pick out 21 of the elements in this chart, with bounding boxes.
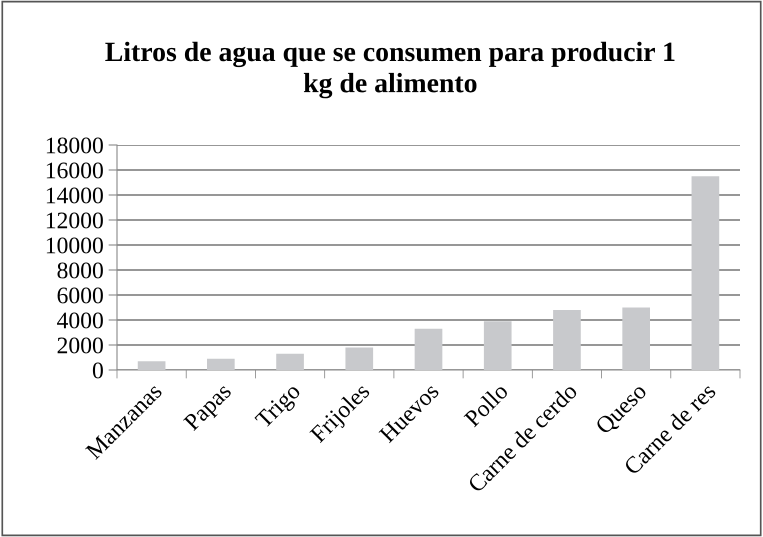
y-tick-label: 2000 bbox=[58, 337, 103, 354]
y-tick-label: 12000 bbox=[46, 212, 103, 228]
y-tick-label: 0 bbox=[92, 362, 103, 378]
bar bbox=[553, 310, 581, 370]
y-tick-label: 8000 bbox=[57, 262, 103, 278]
bar bbox=[345, 348, 374, 370]
chart-title: Litros de agua que se consumen para producir 1 kg de alimento bbox=[105, 42, 674, 98]
bar bbox=[138, 361, 166, 370]
bar bbox=[692, 176, 720, 370]
y-tick-label: 16000 bbox=[46, 162, 103, 178]
bar bbox=[414, 328, 442, 370]
y-tick-label: 10000 bbox=[46, 237, 103, 254]
y-tick-label: 6000 bbox=[58, 287, 103, 304]
bar bbox=[276, 354, 304, 370]
y-tick-label: 14000 bbox=[46, 187, 103, 204]
bar bbox=[484, 321, 512, 370]
bar bbox=[622, 308, 650, 370]
bar bbox=[206, 358, 235, 370]
x-tick-label: Trigo bbox=[254, 382, 305, 432]
y-tick-label: 4000 bbox=[57, 312, 103, 328]
y-tick-label: 18000 bbox=[46, 137, 103, 154]
